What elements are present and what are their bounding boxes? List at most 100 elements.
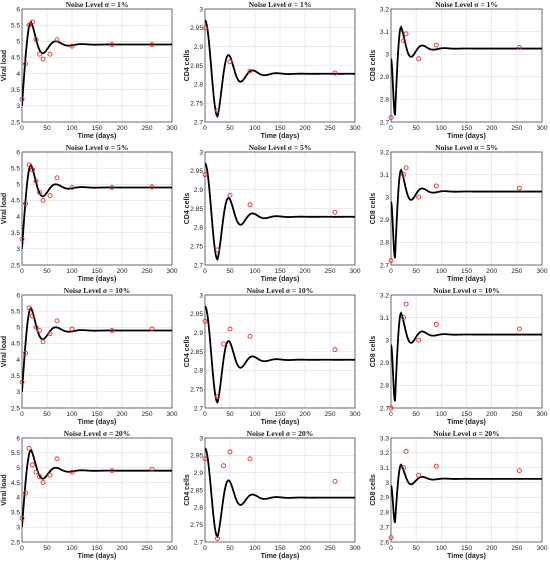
x-tick-label: 100 [249, 268, 260, 275]
data-point [149, 42, 155, 47]
x-tick-label: 300 [536, 268, 547, 275]
y-tick-label: 4.5 [11, 198, 20, 205]
y-tick-label: 3.2 [380, 6, 389, 13]
model-curve [205, 162, 355, 261]
data-point [109, 328, 115, 333]
data-point [202, 318, 208, 324]
y-tick-label: 5 [16, 465, 20, 472]
data-point [433, 463, 439, 469]
y-axis-label: CD4 cells [184, 193, 191, 225]
data-point [109, 42, 115, 47]
data-point [30, 167, 35, 173]
x-tick-label: 300 [349, 125, 360, 132]
model-curve [391, 25, 542, 116]
y-tick-label: 3.1 [380, 465, 389, 472]
x-tick-label: 0 [20, 268, 24, 275]
y-tick-label: 5 [16, 325, 20, 332]
axes-frame [204, 8, 356, 123]
y-tick-label: 6 [16, 292, 20, 299]
data-point [416, 56, 422, 62]
subplot-title: Noise Level σ = 1% [66, 0, 129, 9]
x-tick-label: 250 [324, 411, 335, 418]
data-point [37, 474, 42, 480]
subplot-title: Noise Level σ = 10% [64, 286, 131, 295]
x-tick-label: 300 [166, 411, 177, 418]
y-tick-label: 3 [16, 524, 20, 531]
y-tick-label: 2.7 [380, 405, 389, 412]
data-point [215, 108, 220, 114]
y-tick-label: 3 [385, 52, 389, 59]
x-tick-label: 0 [389, 268, 393, 275]
y-tick-label: 3.1 [380, 315, 389, 322]
data-point [69, 43, 75, 49]
data-point [416, 194, 422, 200]
y-tick-label: 6 [16, 435, 20, 442]
x-tick-label: 250 [141, 411, 152, 418]
x-tick-label: 50 [43, 545, 51, 552]
model-curve [391, 168, 542, 259]
y-tick-label: 4 [16, 357, 20, 364]
y-tick-label: 2.8 [194, 368, 203, 375]
data-point [403, 301, 409, 307]
data-point [149, 326, 155, 332]
x-tick-label: 150 [91, 411, 102, 418]
data-point [516, 468, 522, 474]
y-tick-label: 3.5 [11, 230, 20, 237]
x-tick-label: 300 [166, 268, 177, 275]
x-tick-label: 0 [203, 125, 207, 132]
x-tick-label: 100 [249, 411, 260, 418]
subplot-title: Noise Level σ = 10% [247, 286, 314, 295]
subplot-title: Noise Level σ = 5% [435, 143, 498, 152]
model-curve [205, 19, 355, 118]
y-tick-label: 4.5 [11, 341, 20, 348]
data-point [40, 197, 46, 203]
y-tick-label: 3.5 [11, 373, 20, 380]
y-tick-label: 2.9 [380, 74, 389, 81]
x-tick-label: 300 [536, 125, 547, 132]
y-tick-label: 2.85 [190, 206, 203, 213]
data-point [47, 193, 53, 199]
x-axis-label: Time (days) [261, 276, 300, 283]
y-tick-label: 6 [16, 6, 20, 13]
x-tick-label: 0 [389, 411, 393, 418]
x-tick-label: 250 [511, 268, 522, 275]
y-tick-label: 4.5 [11, 55, 20, 62]
y-tick-label: 4 [16, 71, 20, 78]
x-axis-label: Time (days) [261, 133, 300, 140]
data-point [30, 19, 35, 25]
data-point [19, 96, 25, 102]
x-tick-label: 150 [91, 268, 102, 275]
y-tick-label: 2.8 [194, 225, 203, 232]
data-point [433, 183, 439, 189]
data-point [149, 184, 155, 190]
axes-frame [204, 151, 356, 266]
x-axis-label: Time (days) [447, 133, 486, 140]
y-axis-label: CD4 cells [184, 336, 191, 368]
x-tick-label: 0 [203, 411, 207, 418]
axes-frame [21, 294, 173, 409]
subplot-8: 0 50 100 150 200 250 300 2.7 2.75 2.8 2.85 2.9 2.95 3… [184, 286, 361, 426]
y-tick-label: 2.85 [190, 487, 203, 494]
data-point [26, 305, 32, 311]
data-point [332, 347, 338, 353]
data-point [227, 449, 233, 455]
x-tick-label: 200 [116, 545, 127, 552]
x-axis-label: Time (days) [261, 553, 300, 560]
x-tick-label: 200 [299, 125, 310, 132]
x-tick-label: 250 [324, 545, 335, 552]
x-tick-label: 250 [511, 411, 522, 418]
y-tick-label: 3.1 [380, 29, 389, 36]
y-tick-label: 5 [16, 182, 20, 189]
y-tick-label: 3.2 [380, 149, 389, 156]
x-tick-label: 50 [43, 411, 51, 418]
data-point [33, 37, 39, 43]
y-tick-label: 2.5 [11, 119, 20, 126]
y-tick-label: 4.5 [11, 480, 20, 487]
y-axis-label: Viral load [1, 193, 8, 224]
x-tick-label: 200 [486, 411, 497, 418]
model-curve [22, 163, 172, 249]
x-tick-label: 150 [461, 125, 472, 132]
axes-frame [21, 8, 173, 123]
y-tick-label: 2.8 [380, 97, 389, 104]
